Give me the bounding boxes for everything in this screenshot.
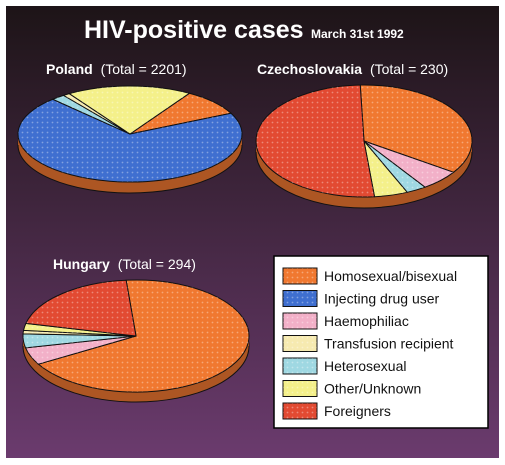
legend-injecting-drug-user-label: Injecting drug user — [324, 291, 440, 307]
hungary-slice-foreigners-texture — [25, 280, 136, 336]
poland-total: (Total = 2201) — [101, 61, 187, 77]
legend-haemophiliac-label: Haemophiliac — [324, 313, 409, 329]
legend-injecting-drug-user-swatch-texture — [283, 290, 317, 307]
legend-homosexual-bisexual-swatch-texture — [283, 268, 317, 284]
legend-other-unknown-label: Other/Unknown — [324, 381, 421, 397]
hungary-slice-homosexual-bisexual-texture — [38, 279, 249, 392]
legend-transfusion-recipient-swatch-texture — [283, 335, 317, 352]
legend-homosexual-bisexual-label: Homosexual/bisexual — [324, 268, 457, 284]
czechoslovakia-slice-foreigners-texture — [256, 85, 375, 197]
hungary-total: (Total = 294) — [118, 256, 196, 272]
czechoslovakia-slice-other-unknown-texture — [364, 141, 408, 197]
legend: Homosexual/bisexual Injecting drug user Ha… — [273, 255, 489, 429]
czechoslovakia-slice-heterosexual-texture — [364, 141, 426, 193]
poland-name: Poland — [46, 61, 93, 77]
hungary-pie — [22, 279, 250, 403]
poland-pie — [17, 85, 243, 194]
hungary-slice-haemophiliac-texture — [25, 336, 136, 365]
poland-slice-other-unknown-texture — [69, 85, 190, 134]
pies-group — [17, 84, 473, 403]
legend-items: Homosexual/bisexual Injecting drug user Ha… — [282, 267, 457, 420]
legend-other-unknown-swatch-texture — [283, 380, 317, 397]
poland-slice-injecting-drug-user-texture — [18, 99, 243, 182]
legend-heterosexual-swatch-texture — [283, 358, 317, 374]
chart-frame: HIV-positive cases March 31st 1992 Polan… — [6, 6, 499, 458]
poland-slice-heterosexual-texture — [52, 95, 131, 134]
legend-heterosexual-label: Heterosexual — [324, 358, 407, 374]
legend-foreigners-label: Foreigners — [324, 403, 391, 419]
pie-charts-canvas: HIV-positive cases March 31st 1992 Polan… — [6, 6, 499, 458]
legend-foreigners-swatch-texture — [283, 403, 317, 419]
hungary-slice-heterosexual-texture — [22, 333, 136, 348]
poland-label: Poland (Total = 2201) — [46, 61, 187, 77]
czechoslovakia-total: (Total = 230) — [370, 61, 448, 77]
poland-slice-transfusion-recipient-texture — [63, 93, 130, 134]
czechoslovakia-name: Czechoslovakia — [257, 61, 362, 77]
czechoslovakia-slice-homosexual-bisexual-texture — [360, 84, 473, 173]
poland-slice-homosexual-bisexual-texture — [130, 93, 232, 134]
hungary-label: Hungary (Total = 294) — [53, 256, 196, 272]
chart-title: HIV-positive cases — [84, 16, 304, 44]
czechoslovakia-label: Czechoslovakia (Total = 230) — [257, 61, 448, 77]
hungary-name: Hungary — [53, 256, 110, 272]
chart-subtitle: March 31st 1992 — [311, 27, 404, 41]
czechoslovakia-slice-haemophiliac-texture — [364, 141, 454, 188]
legend-transfusion-recipient-label: Transfusion recipient — [324, 336, 454, 352]
czechoslovakia-pie — [255, 84, 473, 209]
legend-haemophiliac-swatch-texture — [283, 313, 317, 329]
